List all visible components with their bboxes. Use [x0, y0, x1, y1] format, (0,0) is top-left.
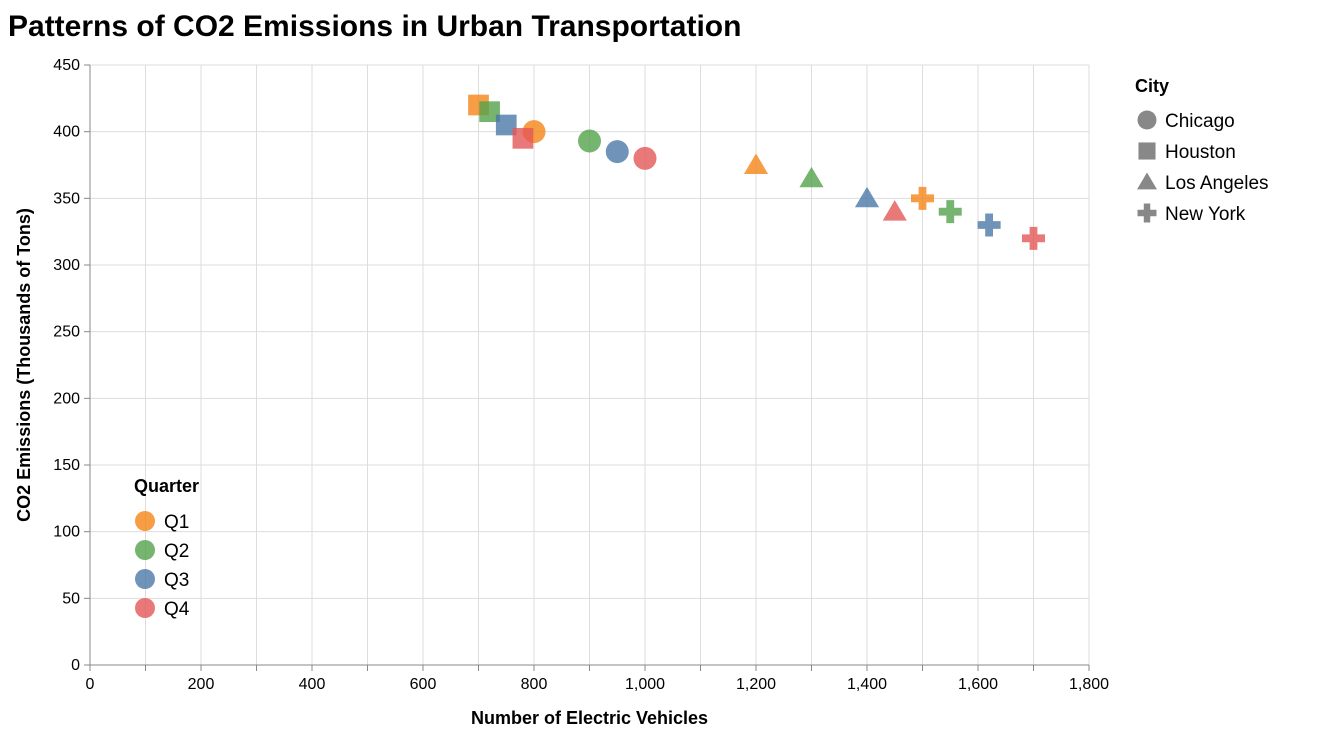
x-tick-label: 1,600: [958, 676, 998, 693]
data-point-new-york-q4: [1022, 226, 1045, 250]
y-tick-label: 150: [53, 457, 80, 474]
y-tick-label: 100: [53, 524, 80, 541]
city-legend-label: New York: [1165, 204, 1246, 225]
legend-color-swatch-icon: [135, 540, 155, 560]
x-tick-label: 600: [410, 676, 437, 693]
quarter-legend-label: Q4: [164, 599, 190, 620]
x-tick-label: 800: [521, 676, 548, 693]
y-tick-label: 200: [53, 390, 80, 407]
data-point-houston-q2: [479, 101, 500, 123]
chart-title: Patterns of CO2 Emissions in Urban Trans…: [8, 10, 741, 43]
legend-color-swatch-icon: [135, 511, 155, 531]
legend-triangle-icon: [1137, 172, 1157, 190]
quarter-legend: Quarter Q1 Q2 Q3 Q4: [134, 476, 199, 620]
gridlines: [89, 64, 1090, 666]
legend-color-swatch-icon: [135, 598, 155, 618]
data-point-los-angeles-q2: [799, 166, 824, 188]
quarter-legend-title: Quarter: [134, 476, 199, 496]
data-point-los-angeles-q1: [743, 153, 769, 174]
data-point-chicago-q3: [605, 140, 629, 164]
data-point-new-york-q1: [911, 186, 934, 210]
data-point-new-york-q3: [977, 213, 1001, 237]
x-tick-label: 1,200: [736, 676, 776, 693]
city-legend-label: Chicago: [1165, 111, 1235, 132]
x-tick-label: 0: [86, 676, 95, 693]
data-point-los-angeles-q4: [882, 200, 907, 221]
x-tick-label: 200: [188, 676, 215, 693]
legend-color-swatch-icon: [135, 569, 155, 589]
x-tick-label: 1,000: [625, 676, 665, 693]
y-tick-label: 400: [53, 124, 80, 141]
y-axis-title: CO2 Emissions (Thousands of Tons): [14, 208, 34, 522]
data-point-los-angeles-q3: [854, 186, 880, 208]
y-tick-label: 350: [53, 190, 80, 207]
quarter-legend-label: Q1: [164, 512, 189, 533]
data-point-chicago-q4: [633, 146, 657, 170]
city-legend-label: Los Angeles: [1165, 173, 1269, 194]
y-tick-label: 300: [53, 257, 80, 274]
data-point-houston-q3: [495, 114, 517, 136]
legend-cross-icon: [1137, 203, 1157, 223]
x-tick-label: 1,800: [1069, 676, 1109, 693]
city-legend-label: Houston: [1165, 142, 1236, 163]
city-legend-title: City: [1135, 76, 1169, 96]
data-point-houston-q4: [512, 127, 534, 149]
x-axis-title: Number of Electric Vehicles: [471, 708, 708, 728]
quarter-legend-label: Q3: [164, 570, 189, 591]
legend-square-icon: [1138, 142, 1156, 160]
axes: 0 200 400 600 800 1,000 1,200 1,400 1,600 1,800 0 5…: [53, 57, 1109, 693]
y-tick-label: 450: [53, 57, 80, 74]
legend-circle-icon: [1137, 110, 1157, 130]
quarter-legend-label: Q2: [164, 541, 189, 562]
y-tick-label: 0: [71, 657, 80, 674]
x-tick-label: 400: [299, 676, 326, 693]
y-tick-label: 250: [53, 324, 80, 341]
data-points: [468, 94, 1045, 250]
x-tick-label: 1,400: [847, 676, 887, 693]
data-point-new-york-q2: [938, 200, 962, 224]
data-point-chicago-q2: [578, 129, 601, 153]
city-legend: City Chicago Houston Los Angeles New York: [1135, 76, 1269, 225]
y-tick-label: 50: [62, 590, 80, 607]
